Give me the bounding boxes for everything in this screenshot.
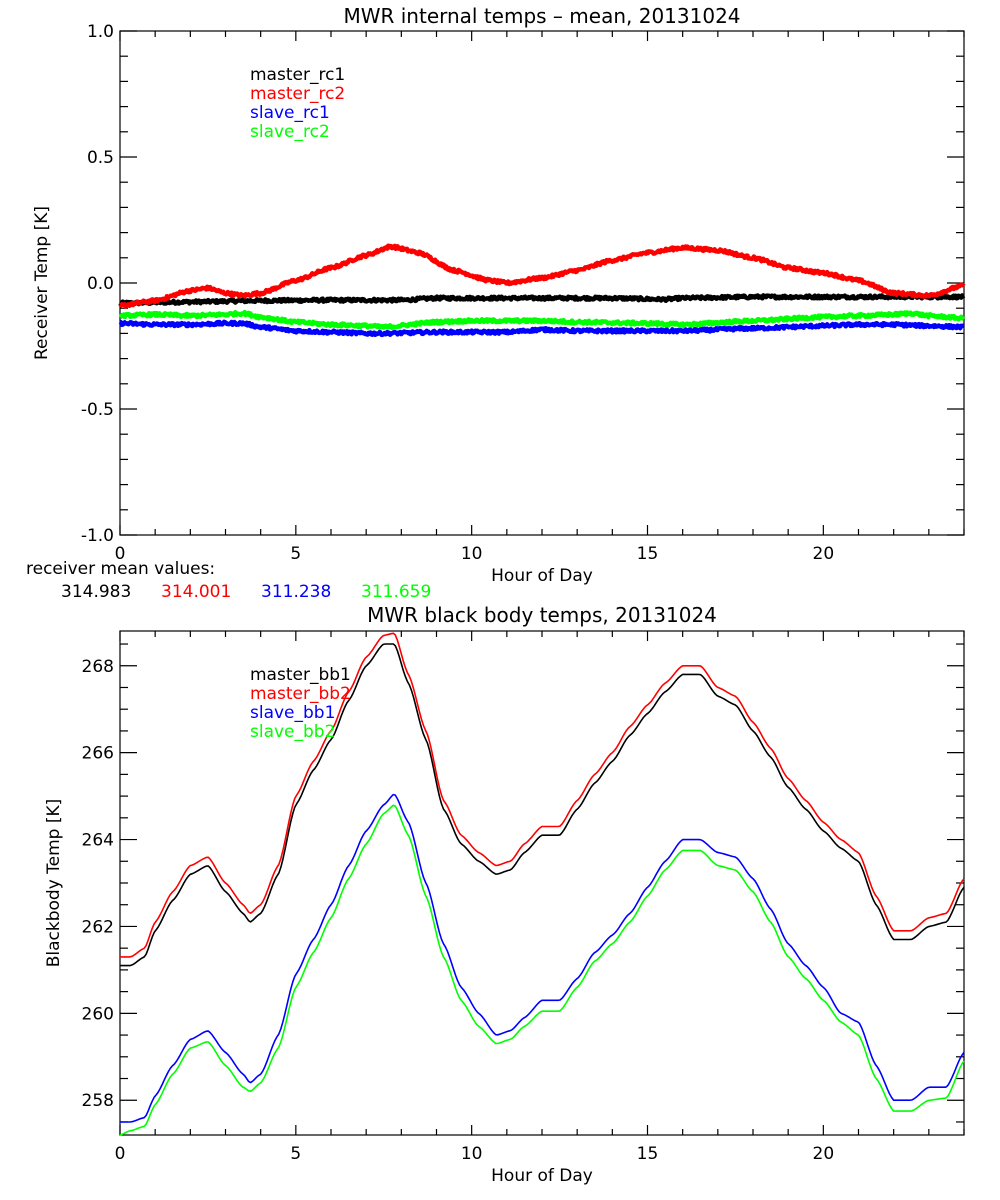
bottom-y-tick-label: 258 — [82, 1091, 114, 1111]
legend-master-rc1: master_rc1 — [250, 65, 345, 85]
series-line-master-rc2 — [118, 243, 966, 309]
bottom-x-axis-label: Hour of Day — [491, 1166, 593, 1186]
legend-slave-rc2: slave_rc2 — [250, 122, 330, 142]
series-line-master-rc1 — [118, 293, 966, 307]
bottom-y-axis-label: Blackbody Temp [K] — [44, 799, 64, 968]
bottom-x-tick-label: 10 — [461, 1144, 483, 1164]
top-y-tick-label: 0.0 — [87, 274, 114, 294]
top-x-tick-label: 20 — [813, 544, 835, 564]
bottom-y-tick-labels: 258 260 262 264 266 268 — [82, 657, 114, 1111]
bottom-y-tick-label: 260 — [82, 1004, 114, 1024]
receiver-mean-value: 311.238 — [261, 582, 331, 602]
bottom-y-ticks — [120, 643, 964, 1123]
bottom-y-tick-label: 262 — [82, 917, 114, 937]
bottom-legend: master_bb1 master_bb2 slave_bb1 slave_bb… — [250, 665, 351, 742]
legend-slave-bb2: slave_bb2 — [250, 722, 335, 742]
bottom-y-tick-label: 266 — [82, 744, 114, 764]
bottom-y-tick-label: 268 — [82, 657, 114, 677]
top-y-axis-label: Receiver Temp [K] — [32, 206, 52, 360]
series-line-master-bb2 — [120, 632, 965, 958]
series-line-master-bb1 — [120, 643, 965, 967]
top-y-tick-label: -0.5 — [81, 400, 114, 420]
series-line-slave-bb2 — [119, 804, 965, 1136]
bottom-plot: MWR black body temps, 20131024 0 5 10 15… — [44, 603, 965, 1186]
receiver-mean-value: 314.001 — [161, 582, 231, 602]
legend-slave-bb1: slave_bb1 — [250, 703, 335, 723]
legend-slave-rc1: slave_rc1 — [250, 103, 330, 123]
bottom-x-tick-labels: 0 5 10 15 20 — [115, 1144, 835, 1164]
top-series-group — [118, 243, 966, 338]
series-line-slave-rc1 — [118, 319, 966, 338]
top-legend: master_rc1 master_rc2 slave_rc1 slave_rc… — [250, 65, 345, 142]
bottom-x-tick-label: 15 — [637, 1144, 659, 1164]
top-y-tick-label: 1.0 — [87, 22, 114, 42]
top-plot-frame — [119, 30, 965, 536]
top-y-tick-labels: -1.0 -0.5 0.0 0.5 1.0 — [81, 22, 114, 546]
legend-master-rc2: master_rc2 — [250, 84, 345, 104]
legend-master-bb2: master_bb2 — [250, 684, 351, 704]
top-plot: MWR internal temps – mean, 20131024 0 5 … — [26, 4, 966, 602]
top-plot-title: MWR internal temps – mean, 20131024 — [343, 4, 740, 28]
legend-master-bb1: master_bb1 — [250, 665, 351, 685]
bottom-y-tick-label: 264 — [82, 831, 114, 851]
bottom-series-group — [119, 632, 965, 1136]
series-line-slave-rc2 — [118, 309, 966, 331]
bottom-x-ticks — [119, 631, 965, 1135]
top-y-tick-label: 0.5 — [87, 148, 114, 168]
top-x-axis-label: Hour of Day — [491, 566, 593, 586]
top-x-tick-labels: 0 5 10 15 20 — [115, 544, 835, 564]
top-x-tick-label: 15 — [637, 544, 659, 564]
series-line-slave-bb1 — [120, 793, 965, 1123]
bottom-x-tick-label: 5 — [290, 1144, 301, 1164]
bottom-plot-frame — [119, 630, 965, 1136]
top-y-ticks — [120, 30, 964, 536]
top-x-tick-label: 10 — [461, 544, 483, 564]
bottom-x-tick-label: 20 — [813, 1144, 835, 1164]
top-y-tick-label: -1.0 — [81, 526, 114, 546]
top-x-ticks — [119, 31, 965, 535]
top-x-tick-label: 5 — [290, 544, 301, 564]
bottom-plot-title: MWR black body temps, 20131024 — [367, 603, 717, 627]
receiver-mean-value: 314.983 — [61, 582, 131, 602]
receiver-mean-value: 311.659 — [361, 582, 431, 602]
receiver-mean-label: receiver mean values: — [26, 559, 215, 579]
top-x-tick-label: 0 — [115, 544, 126, 564]
bottom-x-tick-label: 0 — [115, 1144, 126, 1164]
